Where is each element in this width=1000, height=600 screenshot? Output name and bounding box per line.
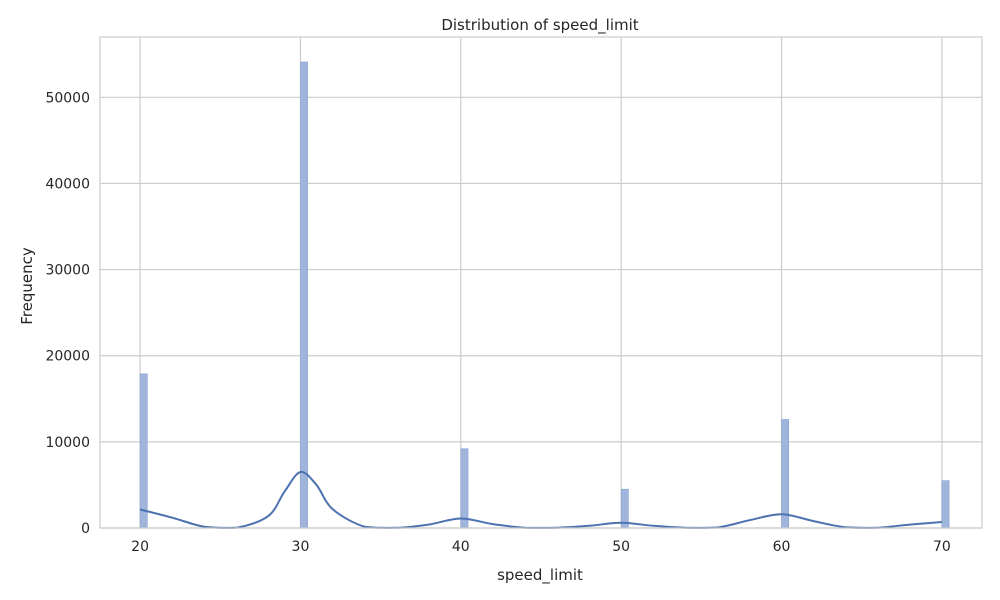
y-tick-label: 40000 (45, 176, 90, 192)
kde-curve (139, 470, 942, 529)
histogram-bar (460, 448, 469, 529)
y-tick-labels: 0 10000 20000 30000 40000 50000 (45, 90, 90, 537)
x-tick-label: 30 (292, 539, 310, 555)
x-tick-label: 40 (452, 539, 470, 555)
x-tick-labels: 20 30 40 50 60 70 (131, 539, 951, 555)
x-tick-label: 70 (933, 539, 951, 555)
histogram-bar (139, 373, 148, 529)
x-tick-label: 20 (131, 539, 149, 555)
x-tick-label: 50 (612, 539, 630, 555)
plot-frame (99, 36, 983, 529)
y-tick-label: 0 (81, 521, 90, 537)
x-tick-label: 60 (773, 539, 791, 555)
y-tick-label: 20000 (45, 349, 90, 365)
histogram-bar (941, 480, 950, 529)
grid-lines (100, 37, 982, 529)
y-tick-label: 50000 (45, 90, 90, 106)
y-axis-title: Frequency (18, 247, 36, 325)
kde-curve-layer (139, 470, 942, 529)
histogram-bars (139, 61, 950, 529)
y-tick-label: 10000 (45, 435, 90, 451)
y-tick-label: 30000 (45, 263, 90, 279)
x-axis-title: speed_limit (497, 566, 583, 585)
chart-title: Distribution of speed_limit (441, 16, 638, 35)
histogram-bar (781, 419, 790, 529)
histogram-bar (300, 61, 308, 529)
